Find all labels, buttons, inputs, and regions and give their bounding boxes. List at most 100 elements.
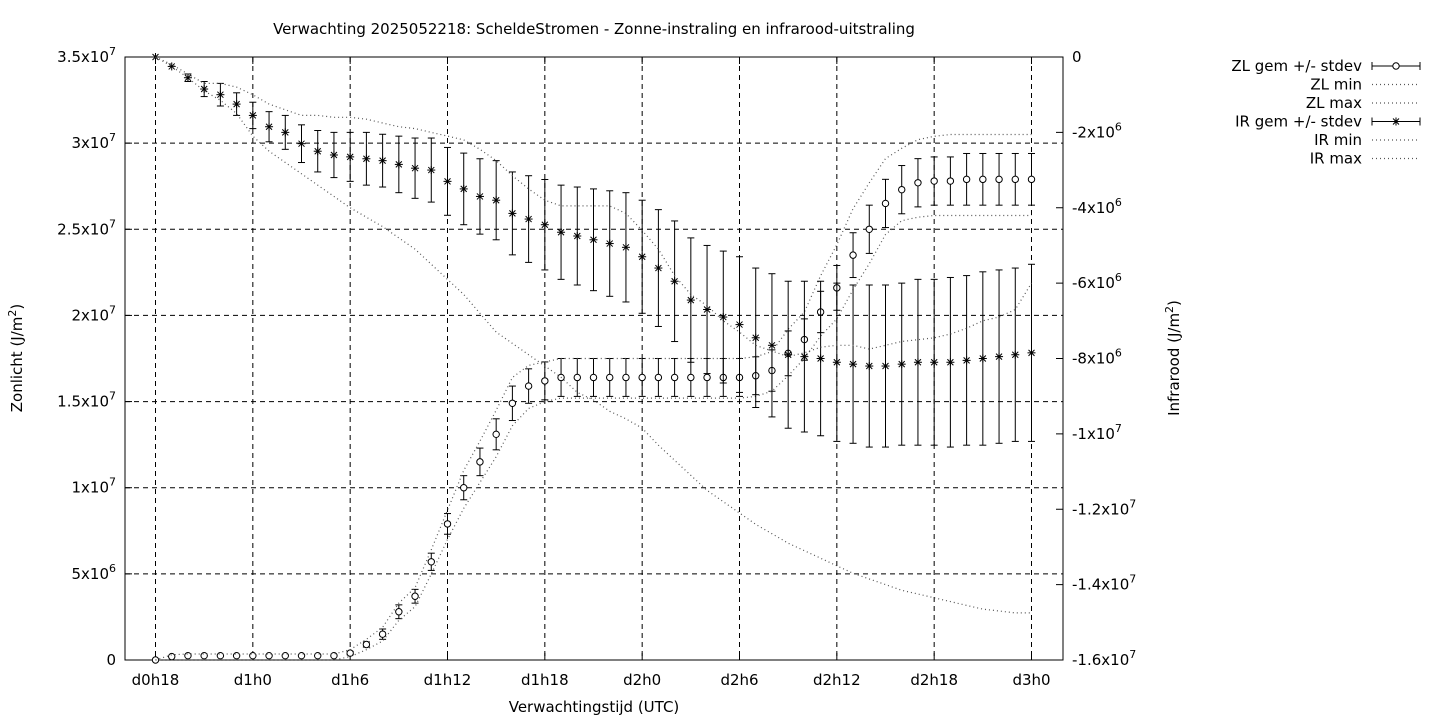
ir-gem-stdev-point [930, 358, 939, 367]
ir-gem-stdev-point [378, 156, 387, 165]
x-tick-label: d1h0 [234, 671, 272, 689]
ir-gem-stdev-point [703, 305, 712, 314]
y2-tick-label: -1.4x107 [1072, 573, 1136, 594]
zl-gem-stdev-point [427, 558, 435, 566]
ir-gem-stdev-point [865, 362, 874, 371]
zl-gem-stdev-point [914, 179, 922, 187]
zl-gem-stdev-point [606, 373, 614, 382]
ir-gem-stdev-point [946, 358, 955, 367]
zl-gem-stdev-point [168, 652, 176, 661]
zl-gem-stdev-point [687, 373, 695, 382]
zl-gem-stdev-point [865, 225, 873, 233]
ir-gem-stdev-point [995, 352, 1004, 361]
ir-gem-stdev-point [978, 354, 987, 363]
zl-gem-stdev-point [443, 520, 452, 528]
ir-gem-stdev-point [183, 73, 192, 82]
ir-gem-stdev-point [589, 235, 598, 244]
zl-gem-stdev-point [395, 608, 403, 616]
legend-item-ir-min: IR min [1314, 131, 1420, 149]
ir-gem-stdev-point [784, 350, 793, 359]
x-tick-label: d1h12 [424, 671, 472, 689]
y-tick-label: 1x107 [71, 476, 116, 497]
series-ir-min [155, 56, 1032, 614]
zl-gem-stdev-point [654, 373, 663, 382]
ir-gem-stdev-point [832, 358, 841, 367]
zl-gem-stdev-point [573, 373, 581, 382]
y2-tick-label: -6x106 [1072, 271, 1122, 292]
legend-label: IR max [1310, 150, 1362, 168]
ir-gem-stdev-point [605, 239, 614, 248]
zl-gem-stdev-point [638, 373, 646, 382]
ir-gem-stdev-point [686, 296, 695, 305]
x-tick-label: d2h6 [720, 671, 758, 689]
ir-gem-stdev-point [557, 228, 566, 237]
zl-max-line [155, 133, 1032, 661]
ir-gem-stdev-point [962, 356, 971, 365]
ir-gem-stdev-point [881, 362, 890, 371]
ir-gem-stdev-point [670, 277, 679, 286]
zl-gem-stdev-point [476, 458, 484, 466]
zl-gem-stdev-point [995, 175, 1003, 184]
ir-gem-stdev-point [394, 160, 403, 169]
ir-gem-stdev-point [167, 62, 176, 71]
ir-gem-stdev-point [362, 154, 371, 163]
zl-gem-stdev-point [460, 484, 468, 492]
ir-gem-stdev-point [346, 152, 355, 161]
zl-gem-stdev-point [881, 199, 890, 208]
ir-gem-stdev-point [248, 111, 257, 120]
legend-label: ZL gem +/- stdev [1231, 57, 1362, 75]
ir-gem-stdev-point [1011, 350, 1020, 359]
y2-tick-label: -1x107 [1072, 422, 1122, 443]
x-axis-label: Verwachtingstijd (UTC) [509, 698, 680, 716]
zl-gem-stdev-point [378, 630, 387, 638]
zl-gem-stdev-point [898, 185, 906, 194]
chart-title: Verwachting 2025052218: ScheldeStromen -… [273, 20, 915, 38]
zl-gem-stdev-point [979, 175, 987, 184]
zl-gem-stdev-point [962, 175, 971, 184]
ir-gem-stdev-point [849, 360, 858, 369]
zl-gem-stdev-point [946, 177, 955, 185]
zl-gem-stdev-point [849, 251, 857, 259]
ir-gem-stdev-point [540, 220, 549, 229]
ir-gem-stdev-point [216, 90, 225, 99]
x-tick-label: d0h18 [132, 671, 180, 689]
zl-gem-stdev-point [200, 651, 208, 660]
ir-gem-stdev-point [767, 341, 776, 350]
y-tick-label: 2x107 [71, 303, 116, 324]
zl-min-line [155, 214, 1032, 661]
ir-gem-stdev-point [443, 177, 452, 186]
y2-tick-label: 0 [1072, 48, 1082, 66]
ir-gem-stdev-point [816, 354, 825, 363]
legend-label: IR min [1314, 131, 1362, 149]
ir-gem-stdev-point [735, 320, 744, 329]
x-tick-label: d2h18 [910, 671, 958, 689]
zl-gem-stdev-point [330, 651, 338, 660]
ir-gem-stdev-point [492, 196, 501, 205]
ir-gem-stdev-point [1027, 348, 1036, 357]
ir-gem-stdev-point [459, 184, 468, 193]
y-axis-label: Zonlicht (J/m2) [6, 304, 26, 413]
ir-gem-stdev-point [297, 139, 306, 148]
zl-gem-stdev-point [184, 651, 192, 660]
y2-tick-label: -2x106 [1072, 120, 1122, 141]
ir-gem-stdev-point [508, 209, 517, 218]
y-tick-label: 2.5x107 [57, 217, 116, 238]
legend-label: ZL min [1310, 76, 1362, 94]
zl-gem-stdev-point [541, 377, 549, 385]
y2-tick-label: -1.6x107 [1072, 648, 1136, 669]
legend-item-ir-gem-stdev: IR gem +/- stdev [1235, 113, 1421, 131]
y2-tick-label: -8x106 [1072, 347, 1122, 368]
ir-gem-stdev-point [621, 243, 630, 252]
ir-gem-stdev-point [329, 150, 338, 159]
zl-gem-stdev-point [930, 177, 938, 185]
zl-gem-stdev-point [362, 640, 371, 649]
y-tick-label: 0 [106, 651, 116, 669]
series-layer [151, 53, 1036, 664]
zl-gem-stdev-point [524, 382, 533, 390]
ir-gem-stdev-point [719, 313, 728, 322]
zl-gem-stdev-point [622, 373, 630, 382]
ir-min-line [155, 56, 1032, 614]
zl-gem-stdev-point [589, 373, 598, 382]
legend-item-zl-min: ZL min [1310, 76, 1420, 94]
